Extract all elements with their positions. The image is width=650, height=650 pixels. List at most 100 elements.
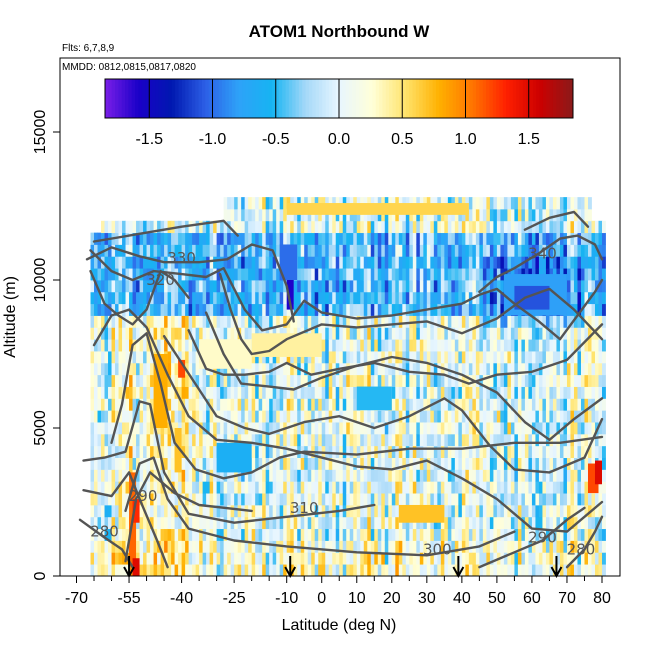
heatmap-cell [353,493,358,506]
heatmap-cell [531,540,536,553]
heatmap-cell [101,528,105,541]
heatmap-cell [496,339,501,352]
heatmap-cell [174,398,179,411]
heatmap-cell [398,315,403,328]
heatmap-cell [521,351,526,364]
heatmap-cell [493,232,498,245]
heatmap-cell [157,457,161,470]
heatmap-cell [202,315,207,328]
heatmap-cell [97,303,102,316]
heatmap-cell [265,197,270,210]
heatmap-cell [290,504,295,518]
heatmap-cell [318,362,323,376]
heatmap-cell [444,493,449,506]
heatmap-cell [195,433,200,447]
heatmap-cell [251,386,256,399]
heatmap-cell [566,268,571,281]
heatmap-cell [321,481,326,494]
heatmap-cell [328,540,333,553]
heatmap-cell [262,504,267,518]
heatmap-cell [195,220,200,234]
heatmap-cell [111,327,116,340]
heatmap-cell [220,244,225,257]
heatmap-cell [486,564,491,576]
heatmap-cell [538,540,543,553]
heatmap-cell [391,516,396,530]
heatmap-cell [223,303,228,316]
heatmap-cell [328,362,333,376]
colorbar-swatch [492,79,497,118]
heatmap-cell [468,564,473,576]
heatmap-cell [160,528,165,541]
colorbar-swatch [118,79,123,118]
heatmap-cell [297,315,302,328]
heatmap-cell [542,516,547,530]
theta-contour-line [162,335,604,474]
heatmap-cell [220,552,225,565]
heatmap-cell [447,410,452,423]
heatmap-cell [314,220,319,234]
heatmap-cell [493,552,498,565]
heatmap-cell [468,339,473,352]
heatmap-cell [178,374,182,387]
heatmap-cell [192,493,197,506]
heatmap-cell [440,244,445,257]
heatmap-cell [234,564,239,576]
heatmap-cell [545,362,550,376]
heatmap-cell [391,564,396,576]
heatmap-cell [314,493,319,506]
heatmap-cell [181,493,186,506]
heatmap-cell [195,469,200,482]
colorbar-swatch [546,79,551,118]
heatmap-cell [489,244,494,257]
heatmap-cell [472,493,477,506]
heatmap-cell [160,433,165,447]
heatmap-cell [496,280,501,293]
heatmap-cell [409,362,414,376]
heatmap-cell [139,351,144,364]
heatmap-cell [262,351,267,364]
heatmap-cell [398,422,403,435]
heatmap-cell [549,220,554,234]
heatmap-cell [94,469,98,482]
heatmap-cell [500,208,505,222]
heatmap-cell [447,457,452,470]
heatmap-cell [451,280,456,293]
colorbar-swatch [295,79,300,118]
heatmap-cell [118,386,123,399]
heatmap-cell [454,303,459,316]
heatmap-cell [143,445,147,458]
heatmap-cell [507,244,512,257]
heatmap-cell [335,280,340,293]
heatmap-cell [353,362,358,376]
heatmap-cell [580,386,585,399]
heatmap-cell [437,410,442,423]
heatmap-cell [167,220,172,234]
heatmap-cell [97,327,102,340]
heatmap-cell [535,528,540,541]
heatmap-cell [297,564,302,576]
heatmap-cell [577,244,582,257]
colorbar-swatch [486,79,490,118]
heatmap-cell [440,528,445,541]
heatmap-cell [237,398,242,411]
heatmap-cell [237,315,242,328]
heatmap-cell [192,540,197,553]
heatmap-cell [300,220,305,234]
heatmap-cell [230,303,235,316]
heatmap-cell [314,469,319,482]
heatmap-cell [451,516,456,530]
heatmap-cell [573,303,578,316]
heatmap-cell [167,528,172,541]
heatmap-cell [125,504,130,518]
heatmap-cell [556,422,561,435]
heatmap-cell [363,268,368,281]
heatmap-cell [143,540,147,553]
heatmap-cell [174,493,179,506]
heatmap-cell [111,481,116,494]
heatmap-cell [213,410,218,423]
heatmap-cell [587,564,592,576]
heatmap-cell [143,552,147,565]
heatmap-cell [388,362,393,376]
heatmap-cell [94,362,98,376]
